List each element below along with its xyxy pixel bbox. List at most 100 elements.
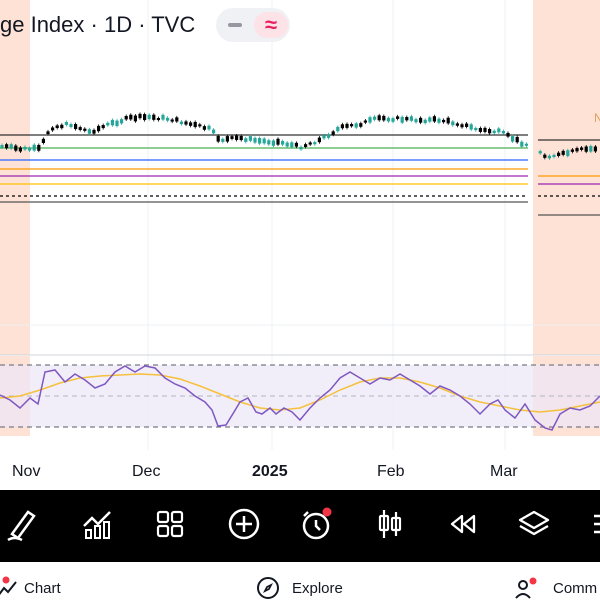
candle-body [87, 129, 91, 134]
level-lines [0, 134, 600, 216]
candle-body [354, 123, 358, 128]
candle-body [156, 117, 160, 121]
candle-body [147, 114, 151, 120]
candle-body [414, 119, 418, 123]
candle-body [276, 138, 280, 145]
candle-body [400, 116, 404, 123]
candle-body [455, 123, 459, 126]
candle-body [409, 116, 413, 121]
candle-body [322, 135, 326, 139]
draw-tool-icon[interactable] [2, 504, 42, 544]
session-shade-right [533, 0, 600, 355]
candle-body [520, 141, 524, 147]
candle-body [216, 135, 220, 142]
indicator-main-line [0, 365, 600, 431]
candle-body [460, 124, 464, 128]
candle-body [419, 117, 423, 123]
chart-nav-icon[interactable] [0, 576, 18, 600]
candle-body [253, 137, 257, 143]
candle-body [184, 121, 188, 125]
candle-body [377, 115, 381, 121]
candle-body [382, 115, 386, 121]
candle-body [363, 120, 367, 123]
candle-body [262, 138, 266, 144]
candle-body [161, 114, 165, 120]
add-icon[interactable] [224, 504, 264, 544]
session-shade-left [0, 0, 30, 355]
candle-body [511, 136, 515, 142]
candle-body [212, 129, 216, 134]
candle-body [18, 147, 22, 152]
nav-chart[interactable]: Chart [24, 580, 61, 597]
price-chart[interactable]: N Nov Dec 2025 Feb Mar [0, 0, 600, 490]
candle-body [584, 146, 588, 152]
candle-body [345, 123, 349, 128]
candle-body [193, 121, 197, 128]
layers-icon[interactable] [514, 504, 554, 544]
candle-body [239, 135, 243, 141]
compass-icon[interactable] [256, 576, 280, 600]
candle-body [327, 134, 331, 138]
chart-title[interactable]: ge Index · 1D · TVC [0, 12, 196, 37]
candle-body [561, 150, 565, 155]
candle-body [299, 146, 303, 150]
bottom-navigation: Chart Explore Comm [0, 562, 600, 600]
xaxis-label-dec: Dec [132, 463, 160, 480]
xaxis-label-2025: 2025 [252, 463, 288, 480]
series-toggle-pill[interactable]: ≈ [216, 8, 290, 42]
right-edge-text: N [594, 111, 600, 125]
candle-body [202, 126, 206, 130]
candle-body [281, 141, 285, 145]
indicators-icon[interactable] [78, 504, 118, 544]
candle-body [166, 117, 170, 121]
candle-body [83, 128, 87, 131]
candle-body [28, 147, 32, 151]
candle-body [143, 114, 147, 121]
candle-body [267, 140, 271, 145]
candle-body [170, 119, 174, 122]
candle-body [9, 144, 13, 149]
nav-explore[interactable]: Explore [292, 580, 343, 597]
candle-body [207, 125, 211, 130]
replay-icon[interactable] [442, 504, 482, 544]
community-icon[interactable] [514, 576, 538, 600]
candle-body [340, 124, 344, 129]
nav-community[interactable]: Comm [553, 580, 598, 597]
candle-body [391, 118, 395, 122]
candle-body [55, 125, 59, 129]
candle-body [244, 138, 248, 142]
candle-body [423, 119, 427, 124]
indicator-signal-line [0, 373, 600, 413]
candle-body [396, 116, 400, 119]
alert-clock-icon[interactable] [296, 504, 336, 544]
candles-icon[interactable] [370, 504, 410, 544]
candle-body [547, 155, 551, 159]
candle-body [152, 114, 156, 120]
candle-body [32, 144, 36, 151]
candle-body [313, 142, 317, 145]
candle-body [69, 124, 73, 128]
candle-body [524, 143, 528, 146]
candle-body [230, 136, 234, 139]
candle-body [488, 128, 492, 134]
candle-body [14, 145, 18, 151]
candle-body [474, 127, 478, 131]
more-tools-icon[interactable] [584, 504, 600, 544]
candle-body [593, 146, 597, 152]
chart-area[interactable]: N Nov Dec 2025 Feb Mar ge Index · 1D · T… [0, 0, 600, 490]
candle-body [64, 121, 68, 125]
candle-body [442, 119, 446, 123]
collapse-icon[interactable] [228, 23, 242, 27]
candle-body [331, 131, 335, 135]
candle-body [428, 117, 432, 122]
bottom-toolbar [0, 490, 600, 562]
candle-body [478, 127, 482, 132]
candle-body [552, 154, 556, 157]
candle-body [317, 137, 321, 143]
candle-body [106, 122, 110, 126]
candle-body [570, 149, 574, 152]
candle-body [110, 119, 114, 126]
candle-body [129, 114, 133, 120]
wave-icon[interactable]: ≈ [254, 12, 288, 38]
layouts-icon[interactable] [150, 504, 190, 544]
